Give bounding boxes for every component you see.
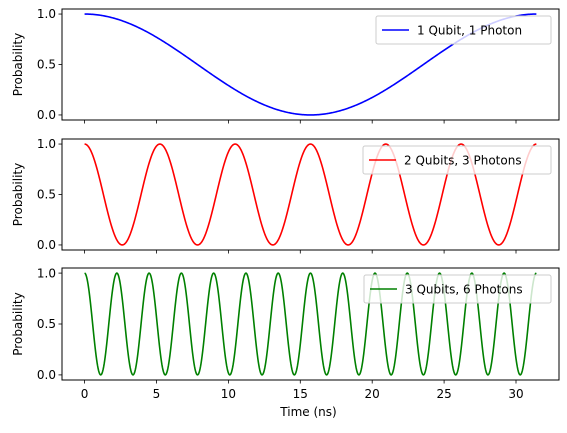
legend: 2 Qubits, 3 Photons: [362, 145, 552, 175]
subplot-3: 0.0 0.5 1.0 0 5 10 15 20 25 30 Probability Time …: [11, 266, 560, 419]
x-tick-label: 10: [221, 387, 236, 401]
legend-label: 2 Qubits, 3 Photons: [404, 153, 522, 167]
y-axis-label: Probability: [11, 292, 25, 355]
y-axis-label: Probability: [11, 33, 25, 96]
x-tick-label: 25: [436, 387, 451, 401]
legend-label: 1 Qubit, 1 Photon: [417, 23, 522, 37]
y-tick-label: 1.0: [37, 7, 56, 21]
x-tick-label: 5: [153, 387, 161, 401]
series-line-1: [84, 143, 537, 246]
plot-area: [84, 143, 537, 246]
y-tick-label: 0.0: [37, 108, 56, 122]
x-tick-label: 0: [81, 387, 89, 401]
x-tick-label: 20: [365, 387, 380, 401]
axes-frame: [61, 8, 560, 121]
x-axis: [84, 250, 517, 254]
x-axis: 0 5 10 15 20 25 30: [81, 380, 524, 401]
y-tick-label: 1.0: [37, 266, 56, 280]
y-tick-label: 0.5: [37, 317, 56, 331]
y-tick-label: 0.0: [37, 368, 56, 382]
legend: 1 Qubit, 1 Photon: [375, 15, 552, 45]
plot-area: [84, 272, 537, 376]
y-axis: 0.0 0.5 1.0: [37, 266, 62, 382]
y-tick-label: 0.0: [37, 238, 56, 252]
y-tick-label: 0.5: [37, 58, 56, 72]
legend-label: 3 Qubits, 6 Photons: [405, 282, 523, 296]
axes-frame: [61, 138, 560, 251]
legend-box: [375, 15, 552, 45]
x-axis-label: Time (ns): [279, 405, 336, 419]
series-line-1: [84, 272, 537, 376]
legend-box: [363, 274, 552, 304]
x-axis: [84, 120, 517, 124]
x-tick-label: 15: [293, 387, 308, 401]
y-tick-label: 0.5: [37, 188, 56, 202]
y-axis: 0.0 0.5 1.0: [37, 137, 62, 252]
y-axis-label: Probability: [11, 163, 25, 226]
legend: 3 Qubits, 6 Photons: [363, 274, 552, 304]
x-tick-label: 30: [508, 387, 523, 401]
y-axis: 0.0 0.5 1.0: [37, 7, 62, 122]
subplot-2: 0.0 0.5 1.0 Probability 2 Qubits, 3 Photon…: [11, 137, 560, 254]
subplot-1: 0.0 0.5 1.0 Probability 1 Qubit, 1 Photon: [11, 7, 560, 124]
y-tick-label: 1.0: [37, 137, 56, 151]
legend-box: [362, 145, 552, 175]
axes-frame: [61, 267, 560, 381]
